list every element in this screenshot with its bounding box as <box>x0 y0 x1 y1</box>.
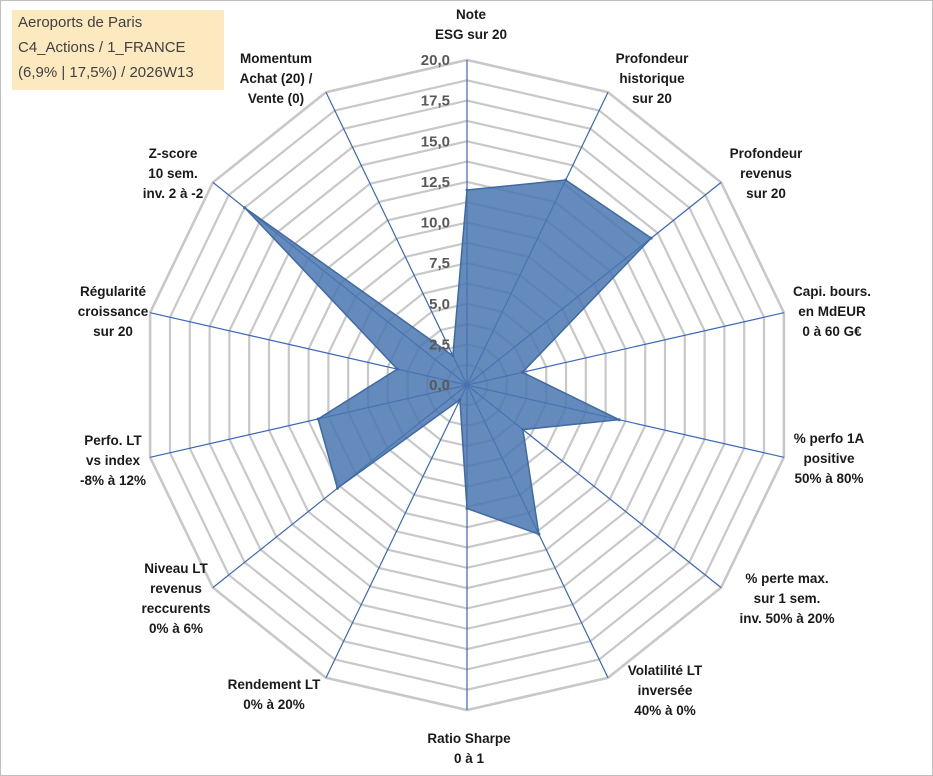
data-point <box>617 418 621 422</box>
axis-label-line: en MdEUR <box>798 304 866 319</box>
info-category: C4_Actions / 1_FRANCE <box>18 39 186 56</box>
axis-spoke <box>325 91 468 386</box>
axis-label-line: inv. 2 à -2 <box>143 186 204 201</box>
tick-label: 5,0 <box>429 296 450 313</box>
axis-label-line: 0% à 20% <box>243 697 305 712</box>
axis-label-line: Vente (0) <box>248 91 304 106</box>
data-point <box>395 367 399 371</box>
tick-label: 2,5 <box>429 336 450 353</box>
data-point <box>537 532 541 536</box>
axis-label-line: Z-score <box>149 146 198 161</box>
axis-label-line: 0 à 1 <box>454 751 485 766</box>
axis-label-line: revenus <box>150 581 202 596</box>
axis-label: Régularité croissance sur 20 <box>78 284 149 339</box>
axis-label-line: % perte max. <box>745 571 828 586</box>
axis-label-line: Perfo. LT <box>84 433 142 448</box>
axis-label-line: 0 à 60 G€ <box>802 324 862 339</box>
axis-label-line: Capi. bours. <box>793 284 871 299</box>
axis-label-line: sur 1 sem. <box>754 591 821 606</box>
axis-label-line: Profondeur <box>616 51 689 66</box>
info-box: Aeroports de Paris C4_Actions / 1_FRANCE… <box>12 10 224 90</box>
axis-label-line: Volatilité LT <box>628 663 703 678</box>
axis-label-line: reccurents <box>141 601 210 616</box>
axis-label: Perfo. LT vs index -8% à 12% <box>80 433 146 488</box>
axis-label: Capi. bours. en MdEUR 0 à 60 G€ <box>793 284 871 339</box>
axis-label-line: inversée <box>638 683 693 698</box>
data-point <box>451 354 455 358</box>
data-point <box>520 370 524 374</box>
axis-label-line: revenus <box>740 166 792 181</box>
axis-label-line: Rendement LT <box>228 677 322 692</box>
axis-label: % perfo 1A positive 50% à 80% <box>794 431 865 486</box>
info-stats: (6,9% | 17,5%) / 2026W13 <box>18 64 194 81</box>
axis-label-line: inv. 50% à 20% <box>739 611 834 626</box>
data-point <box>465 507 469 510</box>
axis-label-line: Note <box>456 7 486 22</box>
data-point <box>316 417 320 421</box>
axis-label-line: Ratio Sharpe <box>427 731 511 746</box>
axis-label-line: 0% à 6% <box>149 621 203 636</box>
axis-label-line: % perfo 1A <box>794 431 865 446</box>
data-point <box>335 486 339 490</box>
data-point <box>458 398 462 402</box>
axis-label-line: sur 20 <box>632 91 672 106</box>
tick-label: 15,0 <box>421 133 450 150</box>
axis-label: Niveau LT revenus reccurents 0% à 6% <box>141 561 210 636</box>
data-point <box>564 178 568 182</box>
axis-label-line: Niveau LT <box>144 561 208 576</box>
axis-spoke <box>325 384 468 679</box>
data-point <box>521 428 525 432</box>
axis-label: % perte max. sur 1 sem. inv. 50% à 20% <box>739 571 834 626</box>
data-point <box>649 236 653 240</box>
data-point <box>243 206 247 210</box>
axis-label: Momentum Achat (20) / Vente (0) <box>240 51 313 106</box>
axis-label-line: sur 20 <box>93 324 133 339</box>
axis-label-line: historique <box>619 71 685 86</box>
axis-label: Note ESG sur 20 <box>435 7 507 42</box>
axis-label-line: Momentum <box>240 51 312 66</box>
tick-label: 17,5 <box>421 93 450 110</box>
axis-label-line: sur 20 <box>746 186 786 201</box>
axis-label: Profondeur historique sur 20 <box>616 51 689 106</box>
axis-label-line: Régularité <box>80 284 147 299</box>
series-layer <box>243 178 653 536</box>
tick-label: 7,5 <box>429 255 450 272</box>
axis-label-line: croissance <box>78 304 149 319</box>
axis-label-line: 10 sem. <box>148 166 198 181</box>
axis-label: Rendement LT 0% à 20% <box>228 677 322 712</box>
axis-label: Ratio Sharpe 0 à 1 <box>427 731 511 766</box>
axis-label-line: 40% à 0% <box>634 703 696 718</box>
axis-labels: Note ESG sur 20 Profondeur historique sur 20… <box>78 7 871 766</box>
tick-label: 20,0 <box>421 52 450 69</box>
axis-label-line: 50% à 80% <box>794 471 863 486</box>
axis-label-line: ESG sur 20 <box>435 27 507 42</box>
axis-label: Volatilité LT inversée 40% à 0% <box>628 663 703 718</box>
tick-label: 12,5 <box>421 174 450 191</box>
axis-label: Z-score 10 sem. inv. 2 à -2 <box>143 146 204 201</box>
info-title: Aeroports de Paris <box>18 14 143 31</box>
axis-label-line: Achat (20) / <box>240 71 313 86</box>
tick-labels: 0,0 2,5 5,0 7,5 10,0 12,5 15,0 17,5 20,0 <box>421 52 450 394</box>
axis-label-line: Profondeur <box>730 146 803 161</box>
tick-label: 0,0 <box>429 377 450 394</box>
axis-label-line: vs index <box>86 453 141 468</box>
axis-label: Profondeur revenus sur 20 <box>730 146 803 201</box>
tick-label: 10,0 <box>421 215 450 232</box>
data-point <box>465 188 469 192</box>
axis-label-line: -8% à 12% <box>80 473 146 488</box>
axis-label-line: positive <box>803 451 855 466</box>
